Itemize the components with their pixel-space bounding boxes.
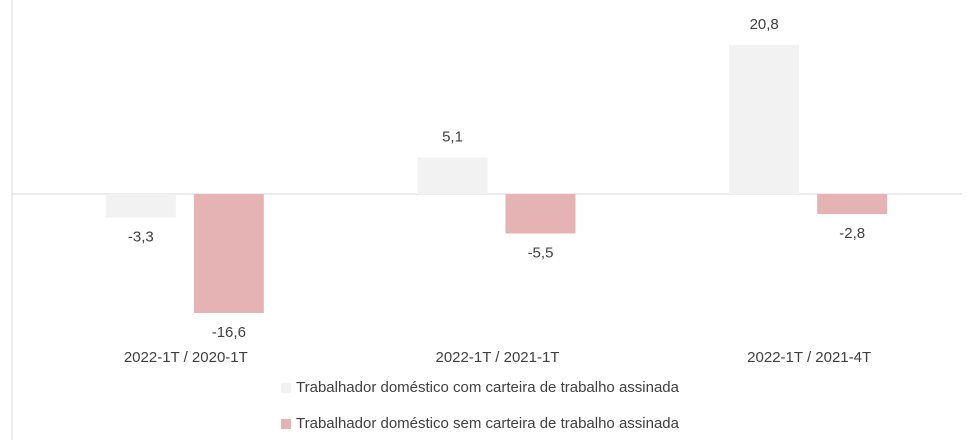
data-label: -16,6 bbox=[212, 324, 246, 341]
x-tick-label: 2022-1T / 2020-1T bbox=[124, 349, 248, 366]
bar bbox=[729, 45, 800, 195]
legend-label: Trabalhador doméstico sem carteira de tr… bbox=[296, 415, 680, 432]
data-label: 5,1 bbox=[442, 128, 463, 145]
data-label: 20,8 bbox=[750, 16, 779, 33]
data-label: -3,3 bbox=[128, 229, 154, 246]
x-tick-label: 2022-1T / 2021-4T bbox=[747, 349, 871, 366]
bar bbox=[817, 194, 888, 215]
bar bbox=[193, 194, 264, 313]
data-label: -5,5 bbox=[528, 244, 554, 261]
legend-label: Trabalhador doméstico com carteira de tr… bbox=[296, 379, 680, 396]
bar bbox=[105, 194, 176, 218]
x-tick-label: 2022-1T / 2021-1T bbox=[436, 349, 560, 366]
bar bbox=[417, 157, 488, 195]
bar bbox=[505, 194, 576, 234]
data-label: -2,8 bbox=[839, 225, 865, 242]
legend-swatch bbox=[281, 383, 291, 393]
legend-swatch bbox=[281, 419, 291, 429]
